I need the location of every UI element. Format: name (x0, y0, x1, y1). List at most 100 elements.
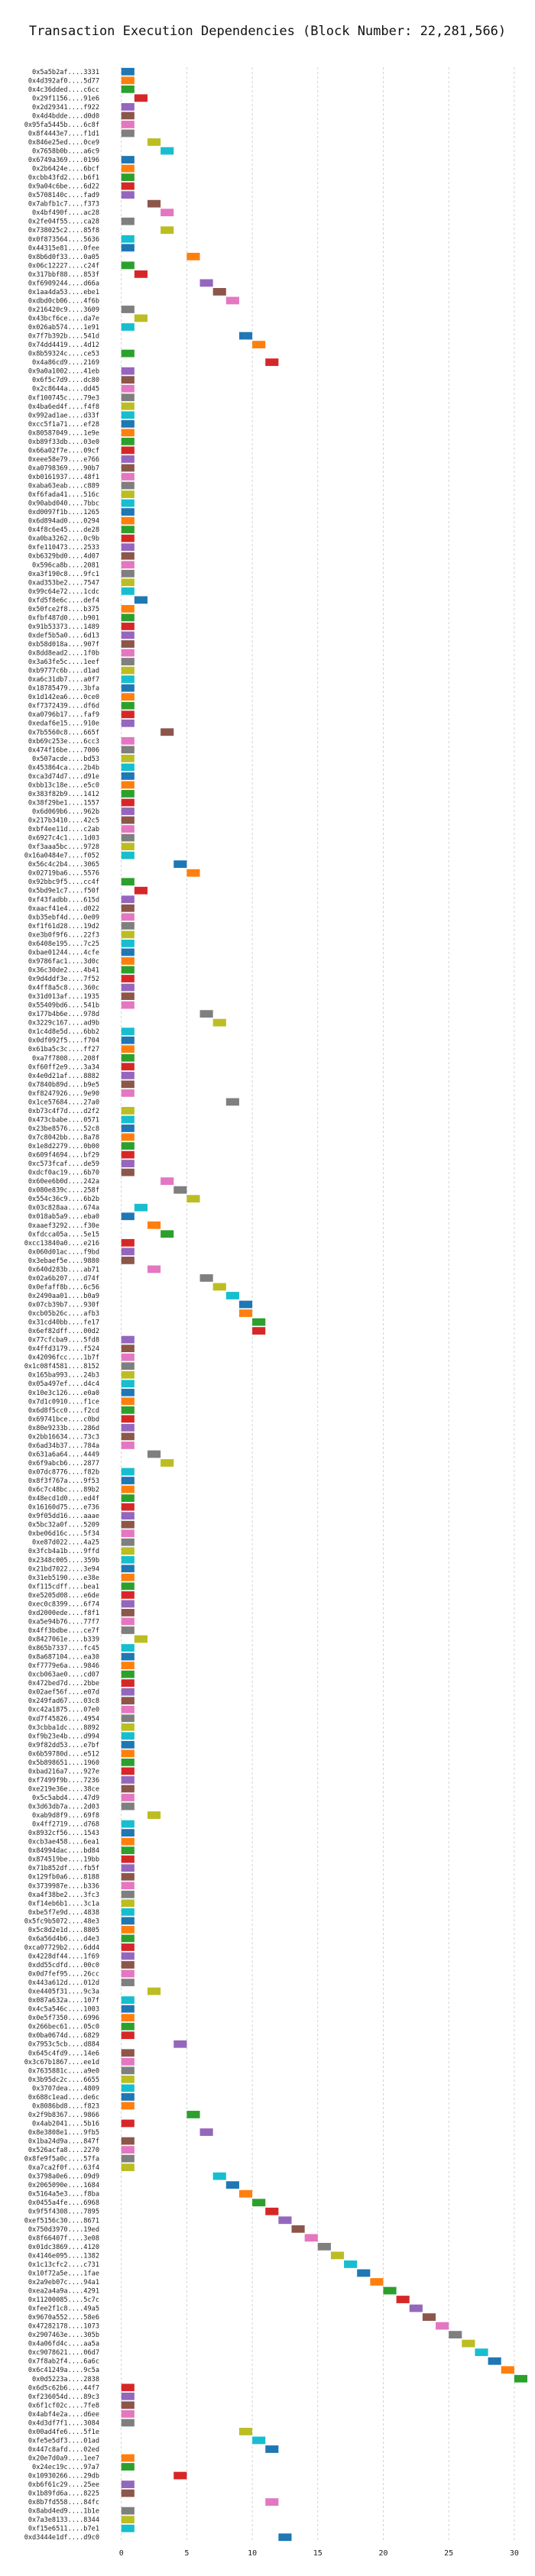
tx-label: 0x50fce2f8....b375 (28, 606, 99, 613)
tx-bar (121, 173, 135, 181)
tx-label: 0xe219e36e....38ce (28, 1785, 99, 1793)
tx-bar (121, 1142, 135, 1150)
tx-bar (121, 1432, 135, 1441)
tx-label: 0x6749a369....0196 (28, 157, 99, 164)
tx-label: 0x47282178....1073 (28, 2323, 99, 2331)
tx-label: 0xca07729b2....6dd4 (24, 1944, 99, 1952)
tx-label: 0x16a0484e7....f052 (24, 853, 99, 860)
tx-bar (147, 199, 161, 208)
tx-bar (121, 464, 135, 472)
tx-label: 0x55409bd6....541b (28, 1002, 99, 1010)
tx-bar (121, 1794, 135, 1801)
tx-bar (121, 499, 135, 507)
x-tick-label: 5 (184, 2549, 189, 2558)
tx-label: 0x10e3c126....e0a0 (28, 1390, 99, 1397)
tx-label: 0x6ef82dff....00d2 (28, 1328, 99, 1335)
tx-label: 0x74dd4419....4d12 (28, 341, 99, 349)
tx-bar (121, 1371, 135, 1379)
tx-label: 0x7a3e8133....8344 (28, 2516, 99, 2524)
tx-label: 0x447c8afd....02ed (28, 2446, 99, 2454)
tx-label: 0x4a86cd9....2169 (32, 359, 99, 367)
tx-bar (121, 1749, 135, 1758)
tx-label: 0xb89f33db....03e0 (28, 439, 99, 446)
tx-label: 0x9f05dd16....aaae (28, 1513, 99, 1520)
tx-label: 0x29f1156....91e6 (32, 95, 99, 102)
tx-bar (121, 1908, 135, 1916)
tx-label: 0x42096fcc....1b7f (28, 1354, 99, 1362)
tx-bar (121, 1494, 135, 1502)
tx-label: 0x80587049....1e9e (28, 429, 99, 437)
tx-bar (121, 402, 135, 410)
tx-label: 0x2f9b8367....9866 (28, 2112, 99, 2119)
tx-label: 0x6ad34b37....784a (28, 1442, 99, 1450)
tx-bar (121, 736, 135, 745)
tx-label: 0x8427061e....b339 (28, 1636, 99, 1644)
tx-label: 0x43bcf6ce....da7e (28, 316, 99, 323)
tx-bar (121, 684, 135, 692)
tx-bar (121, 437, 135, 445)
tx-bar (121, 895, 135, 904)
tx-label: 0x1c08f4581....8152 (24, 1363, 99, 1371)
tx-bar (121, 1899, 135, 1908)
tx-label: 0xbb13c18e....e5c0 (28, 782, 99, 789)
tx-label: 0x217b3410....42c5 (28, 817, 99, 825)
tx-label: 0x631a6a64....4449 (28, 1451, 99, 1458)
tx-label: 0x3739987e....b336 (28, 1882, 99, 1890)
tx-label: 0x2348c005....359b (28, 1557, 99, 1565)
tx-label: 0xd7f45826....4954 (28, 1715, 99, 1723)
tx-bar (121, 940, 135, 947)
tx-label: 0xf7499f9b....7236 (28, 1777, 99, 1785)
tx-label: 0x6d8f5cc0....f2cd (28, 1407, 99, 1415)
tx-bar (121, 1732, 135, 1740)
tx-label: 0x31d013af....1935 (28, 993, 99, 1001)
tx-bar (238, 2189, 253, 2198)
tx-label: 0x6f9abcb6....2877 (28, 1460, 99, 1468)
tx-bar (212, 288, 226, 296)
tx-label: 0x8932cf56....1543 (28, 1830, 99, 1837)
tx-bar (134, 1203, 148, 1212)
tx-label: 0xf100745c....79e3 (28, 394, 99, 402)
tx-bar (121, 1053, 135, 1062)
tx-bar (121, 1256, 135, 1264)
tx-label: 0xe5205d08....e6de (28, 1592, 99, 1600)
tx-bar (121, 1168, 135, 1176)
tx-label: 0x4d392af0....5d77 (28, 77, 99, 85)
tx-bar (225, 1098, 239, 1106)
tx-label: 0x03c828aa....674a (28, 1205, 99, 1212)
tx-label: 0xaaef3292....f30e (28, 1222, 99, 1230)
tx-bar (121, 1063, 135, 1071)
tx-label: 0x92bbc9f5....cc4f (28, 879, 99, 886)
tx-label: 0xa4f38be2....3fc3 (28, 1892, 99, 1899)
tx-bar (370, 2278, 384, 2286)
tx-bar (121, 129, 135, 138)
tx-bar (186, 1195, 200, 1203)
tx-label: 0x5fc9b5072....48e3 (24, 1917, 99, 1925)
tx-bar (121, 1397, 135, 1406)
tx-label: 0x5164a5e3....f8ba (28, 2191, 99, 2199)
x-tick-label: 15 (313, 2549, 323, 2558)
tx-bar (475, 2348, 488, 2357)
tx-label: 0xdef5b5a0....6d13 (28, 632, 99, 639)
tx-label: 0x738025c2....85f8 (28, 227, 99, 235)
tx-bar (121, 772, 135, 780)
tx-label: 0x596ca8b....2081 (32, 561, 99, 569)
tx-bar (121, 992, 135, 1000)
tx-bar (265, 358, 279, 367)
tx-bar (121, 2031, 135, 2040)
tx-label: 0x846e25ed....0ce9 (28, 139, 99, 147)
tx-label: 0x060d01ac....f9bd (28, 1248, 99, 1256)
tx-bar (121, 2146, 135, 2154)
tx-bar (121, 490, 135, 498)
tx-bar (121, 693, 135, 701)
tx-bar (121, 516, 135, 525)
tx-bar (278, 2216, 292, 2225)
tx-label: 0xa7f7808....208f (32, 1055, 99, 1063)
x-tick-labels: 0 5 10 15 20 25 30 (119, 2549, 519, 2558)
tx-label: 0x9786fac1....3d0c (28, 958, 99, 966)
tx-bar (225, 296, 239, 305)
tx-bar (121, 983, 135, 992)
tx-label: 0xf60ff2e9....3a34 (28, 1063, 99, 1071)
tx-label: 0x7f8ab2f4....6a6c (28, 2358, 99, 2366)
tx-bar (121, 1802, 135, 1811)
tx-bar (121, 710, 135, 719)
